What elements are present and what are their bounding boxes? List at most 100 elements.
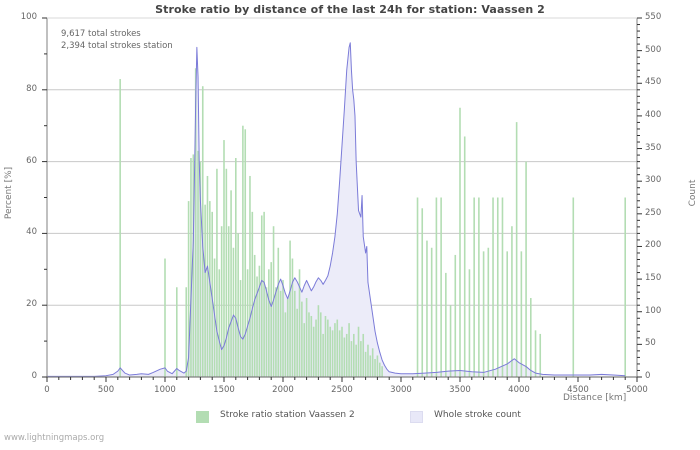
bar: [187, 201, 190, 377]
y-tick-label-right: 550: [645, 12, 662, 22]
bar: [303, 323, 306, 377]
bar: [473, 197, 475, 377]
bar: [355, 344, 357, 377]
bar: [454, 254, 457, 377]
bar: [249, 175, 251, 377]
y-tick-label-right: 0: [645, 371, 651, 381]
bar: [225, 168, 228, 377]
bar: [284, 312, 287, 377]
total-strokes-text: 9,617 total strokes: [61, 29, 141, 39]
bar: [232, 247, 235, 377]
bar: [381, 366, 383, 377]
bar: [291, 258, 294, 377]
bar: [376, 355, 379, 377]
x-tick-label: 1500: [213, 385, 235, 395]
x-tick-label: 2000: [272, 385, 294, 395]
y-axis-label-right: Count: [688, 179, 698, 207]
bar: [296, 308, 298, 377]
bar: [272, 226, 275, 377]
legend-swatch-whole-stroke-count: [410, 411, 423, 423]
bar: [369, 355, 372, 377]
bar: [506, 251, 508, 377]
bar: [258, 265, 261, 377]
bar: [206, 175, 209, 377]
bar: [216, 168, 218, 377]
bar: [282, 280, 284, 377]
x-tick-label: 3500: [449, 385, 471, 395]
bar: [534, 330, 537, 377]
bar: [310, 315, 313, 377]
bar: [445, 272, 447, 377]
bar: [360, 341, 362, 377]
bar: [624, 197, 626, 377]
chart-legend: Stroke ratio station Vaassen 2 Whole str…: [0, 408, 700, 428]
bar: [459, 107, 461, 377]
y-axis-label-left: Percent [%]: [4, 166, 14, 220]
bar: [426, 240, 428, 377]
bar: [211, 211, 213, 377]
bar: [511, 226, 513, 377]
y-tick-label-left: 80: [26, 83, 37, 94]
bar: [270, 262, 272, 377]
bar: [435, 197, 438, 377]
bar: [317, 305, 320, 377]
bar: [463, 136, 466, 377]
bar: [374, 359, 376, 377]
bar: [204, 204, 206, 377]
bar: [440, 197, 442, 377]
bar: [192, 154, 195, 377]
bar: [301, 301, 303, 377]
bar: [336, 319, 339, 377]
bar: [322, 333, 324, 377]
bar: [468, 269, 471, 377]
bar: [324, 315, 327, 377]
y-tick-label-left: 40: [26, 227, 37, 238]
bar: [239, 280, 242, 377]
bar: [421, 208, 424, 377]
bar: [338, 330, 341, 377]
bar: [371, 348, 374, 377]
bar: [308, 312, 310, 377]
bar: [487, 247, 490, 377]
bar: [277, 247, 280, 377]
bar: [492, 197, 494, 377]
bar: [539, 333, 542, 377]
bar: [327, 319, 329, 377]
bar: [235, 158, 237, 377]
y-tick-label-right: 450: [645, 77, 662, 88]
bar: [289, 240, 291, 377]
bar: [362, 333, 365, 377]
bar: [305, 298, 308, 377]
bar: [572, 197, 575, 377]
bar: [242, 125, 244, 377]
stroke-ratio-bars: [119, 68, 626, 378]
bar: [227, 226, 230, 377]
x-tick-label: 3000: [390, 385, 412, 395]
y-tick-label-right: 300: [645, 175, 662, 186]
x-axis-label: Distance [km]: [563, 393, 627, 403]
bar: [449, 305, 452, 377]
bar: [279, 290, 282, 377]
bar: [329, 326, 331, 377]
bar: [525, 161, 527, 377]
bar: [353, 333, 355, 377]
bar: [275, 287, 277, 377]
legend-label-stroke-ratio: Stroke ratio station Vaassen 2: [220, 410, 355, 420]
bar: [218, 269, 221, 377]
bar: [237, 233, 239, 377]
bar: [334, 323, 336, 377]
bar: [520, 251, 523, 377]
y-tick-label-right: 350: [645, 142, 662, 153]
bar: [416, 197, 419, 377]
bar: [319, 312, 322, 377]
bar: [294, 290, 296, 377]
y-tick-label-right: 400: [645, 109, 662, 120]
bar: [341, 326, 343, 377]
bar: [246, 269, 249, 377]
bar: [268, 269, 270, 377]
y-tick-label-left: 100: [20, 12, 37, 22]
totals-annotation: 9,617 total strokes 2,394 total strokes s…: [61, 29, 173, 52]
y-tick-label-left: 0: [31, 371, 37, 381]
bar: [530, 298, 532, 377]
